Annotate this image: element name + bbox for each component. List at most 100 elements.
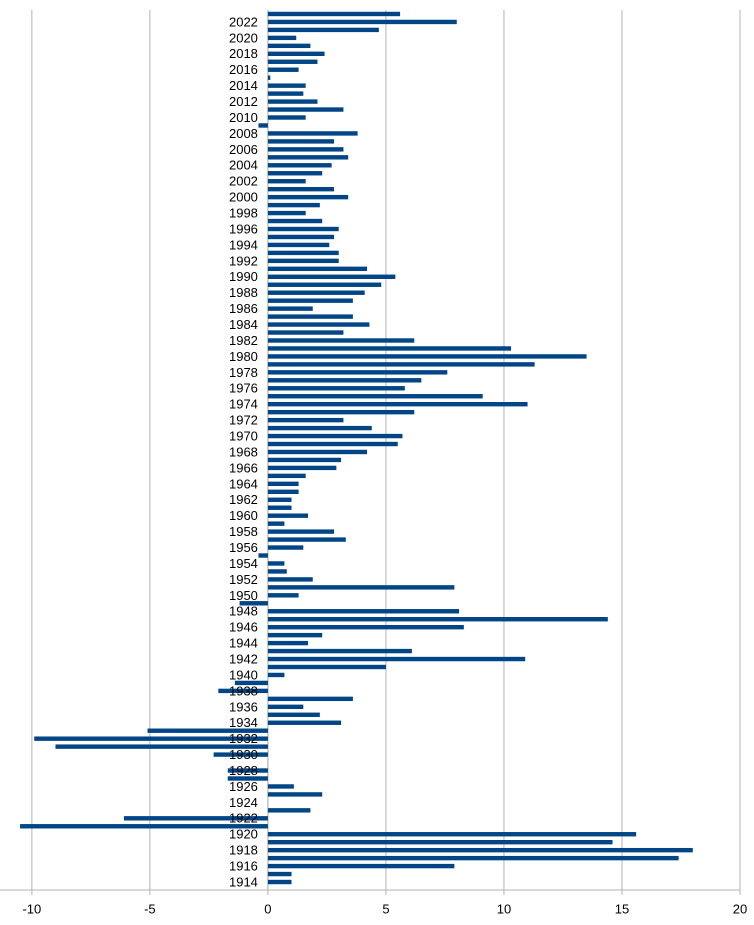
y-tick-label: 2022 <box>229 14 258 29</box>
bar <box>267 577 313 582</box>
bar <box>267 386 405 391</box>
y-tick-label: 2006 <box>229 142 258 157</box>
x-tick-label: 5 <box>382 901 389 916</box>
bar <box>267 131 358 136</box>
bar <box>267 186 335 192</box>
y-tick-label: 2012 <box>229 94 258 109</box>
bar <box>258 123 268 128</box>
bar <box>267 704 304 710</box>
bar <box>267 27 379 33</box>
bar <box>267 99 318 104</box>
bar <box>267 218 323 224</box>
bar <box>267 67 299 72</box>
bar <box>267 362 535 367</box>
bar <box>267 505 292 510</box>
bar <box>267 282 382 287</box>
y-tick-label: 2014 <box>229 78 258 93</box>
bar <box>267 672 285 678</box>
bar <box>267 35 297 41</box>
x-tick-label: 20 <box>733 901 747 916</box>
y-tick-label: 1956 <box>229 540 258 555</box>
y-tick-label: 1980 <box>229 349 258 364</box>
y-tick-label: 1972 <box>229 413 258 428</box>
y-tick-label: 1924 <box>229 795 258 810</box>
y-tick-label: 1928 <box>229 763 258 778</box>
y-tick-label: 1938 <box>229 683 258 698</box>
bar <box>227 768 268 773</box>
bar <box>267 115 306 120</box>
y-tick-label: 1990 <box>229 269 258 284</box>
bar <box>267 569 287 574</box>
bar <box>267 545 304 550</box>
bar <box>55 744 268 749</box>
bar <box>267 346 512 351</box>
bar <box>267 808 311 813</box>
y-tick-label: 1932 <box>229 731 258 746</box>
bar <box>267 712 320 717</box>
y-tick-label: 1946 <box>229 620 258 635</box>
x-tick-label: 15 <box>615 901 629 916</box>
bar <box>267 863 455 869</box>
bar <box>267 330 344 335</box>
bar <box>267 457 342 463</box>
y-tick-label: 1988 <box>229 285 258 300</box>
y-tick-label: 1922 <box>229 811 258 826</box>
y-tick-label: 1982 <box>229 333 258 348</box>
bar <box>267 338 415 343</box>
bar <box>267 202 320 208</box>
bar <box>267 409 415 415</box>
y-tick-label: 2008 <box>229 126 258 141</box>
bar <box>267 171 323 176</box>
bar <box>267 314 353 319</box>
bar <box>227 776 268 781</box>
bar <box>267 91 304 96</box>
bar <box>267 792 323 797</box>
bar <box>267 139 335 144</box>
y-tick-label: 2016 <box>229 62 258 77</box>
bar <box>267 258 339 264</box>
bar <box>267 378 422 383</box>
bar <box>239 601 268 606</box>
bar <box>267 593 299 598</box>
y-tick-label: 1998 <box>229 206 258 221</box>
y-tick-label: 1984 <box>229 317 258 332</box>
bar <box>267 648 412 654</box>
y-tick-label: 1936 <box>229 699 258 714</box>
y-tick-label: 2018 <box>229 46 258 61</box>
y-tick-label: 1960 <box>229 508 258 523</box>
bar <box>267 609 460 614</box>
bar <box>267 640 309 646</box>
x-tick-label: -5 <box>144 901 156 916</box>
y-tick-label: 1966 <box>229 460 258 475</box>
y-tick-label: 1942 <box>229 651 258 666</box>
bar <box>267 585 455 590</box>
bar <box>267 290 365 295</box>
y-tick-label: 1948 <box>229 604 258 619</box>
bar <box>234 680 268 686</box>
bar <box>267 720 342 725</box>
y-tick-label: 1968 <box>229 444 258 459</box>
bar <box>267 481 299 487</box>
bar <box>267 449 368 455</box>
y-tick-label: 1954 <box>229 556 258 571</box>
bar <box>267 855 679 861</box>
bar <box>267 402 528 407</box>
bar <box>267 529 335 534</box>
bar <box>267 847 693 853</box>
bar <box>267 322 370 327</box>
y-tick-label: 1962 <box>229 492 258 507</box>
bar <box>267 394 483 399</box>
x-tick-label: 10 <box>497 901 511 916</box>
y-tick-label: 1950 <box>229 588 258 603</box>
bar <box>267 832 637 837</box>
bar <box>267 561 285 566</box>
bar <box>267 417 344 423</box>
bar <box>267 497 292 502</box>
bar <box>267 617 608 622</box>
bar <box>147 728 268 733</box>
y-tick-label: 1974 <box>229 397 258 412</box>
bar <box>267 513 309 518</box>
bar <box>267 59 318 64</box>
bar <box>267 147 344 152</box>
